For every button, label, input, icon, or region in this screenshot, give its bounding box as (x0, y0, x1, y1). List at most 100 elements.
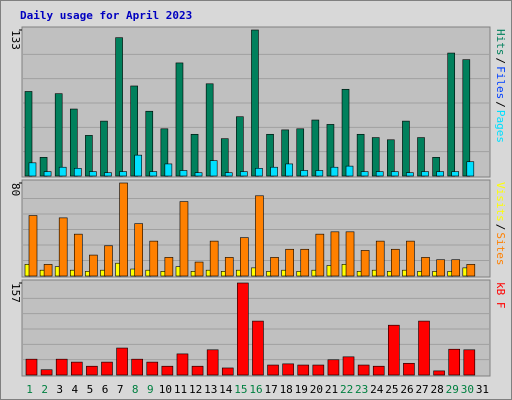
day-label: 17 (264, 383, 277, 396)
legend-entry: kB F (494, 282, 507, 309)
legend-entry: Sites (494, 232, 507, 265)
bar (403, 362, 415, 376)
bar (326, 124, 335, 177)
bar (252, 320, 264, 376)
legend-entry: Pages (494, 110, 507, 143)
y-max-label: 133 (9, 30, 22, 50)
day-label: 12 (189, 383, 202, 396)
bar (270, 166, 278, 177)
bar (73, 168, 82, 177)
bar (300, 248, 310, 277)
bar (357, 364, 370, 376)
bar (342, 356, 355, 376)
bar (345, 231, 355, 277)
bar (451, 171, 460, 177)
bar (462, 59, 471, 177)
bar (224, 257, 234, 277)
bar (176, 353, 189, 376)
day-label: 15 (234, 383, 247, 396)
bar (100, 120, 108, 177)
bar (179, 201, 189, 277)
bar (255, 168, 263, 177)
bar (436, 259, 445, 277)
bar (237, 282, 249, 376)
day-label: 7 (117, 383, 124, 396)
bar (70, 361, 83, 376)
y-max-label: 80 (9, 183, 22, 196)
bar (251, 29, 259, 177)
day-label: 10 (159, 383, 172, 396)
bar (39, 157, 48, 177)
bar (341, 88, 350, 177)
bar (104, 172, 112, 177)
day-label: 31 (476, 383, 489, 396)
bar (391, 248, 400, 277)
day-label: 28 (431, 383, 444, 396)
bar (315, 233, 325, 277)
bar (282, 363, 294, 376)
bar (240, 237, 249, 277)
bar (101, 361, 113, 376)
bar (149, 171, 158, 177)
bar (119, 182, 128, 277)
legend-entry: Files (494, 66, 507, 99)
bar (391, 171, 399, 177)
bar (345, 165, 354, 177)
bar (360, 171, 369, 177)
day-label: 4 (72, 383, 79, 396)
bar (466, 161, 475, 177)
bar (209, 160, 218, 177)
bar (54, 93, 63, 177)
day-label: 21 (325, 383, 338, 396)
bar (131, 358, 143, 376)
bar (86, 365, 98, 376)
bar (266, 133, 274, 177)
day-label: 13 (204, 383, 217, 396)
bar (206, 349, 219, 376)
bar (40, 369, 53, 376)
day-label: 23 (355, 383, 368, 396)
bar (28, 215, 38, 277)
title: Daily usage for April 2023 (20, 9, 192, 22)
bar (104, 245, 113, 277)
day-label: 18 (280, 383, 293, 396)
bar (406, 240, 415, 277)
bar (89, 171, 97, 177)
bar (164, 257, 174, 277)
bar (179, 170, 188, 177)
bar (466, 264, 476, 277)
bar (327, 359, 340, 376)
bar (69, 108, 78, 177)
bar (134, 223, 143, 277)
bar (224, 172, 233, 177)
bar (281, 129, 289, 177)
day-label: 16 (249, 383, 262, 396)
bar (73, 233, 83, 277)
day-label: 27 (415, 383, 428, 396)
bar (205, 83, 214, 177)
bar (432, 157, 440, 177)
bar (421, 171, 429, 177)
bar (388, 324, 400, 376)
bar (161, 365, 174, 376)
day-label: 6 (102, 383, 109, 396)
bar (418, 320, 430, 376)
bar (436, 171, 444, 177)
day-label: 3 (56, 383, 63, 396)
bar (448, 348, 461, 376)
bar (145, 110, 154, 177)
day-label: 25 (385, 383, 398, 396)
bar (417, 137, 425, 177)
bar (194, 261, 204, 277)
bar (255, 195, 264, 277)
legend-entry: Visits (494, 182, 507, 222)
day-label: 19 (295, 383, 308, 396)
bar (463, 349, 476, 376)
bar (28, 162, 37, 177)
day-label: 26 (400, 383, 413, 396)
bar (115, 37, 123, 177)
bar (406, 172, 414, 177)
bar (43, 264, 53, 277)
bar (360, 250, 370, 277)
bar (387, 139, 395, 177)
